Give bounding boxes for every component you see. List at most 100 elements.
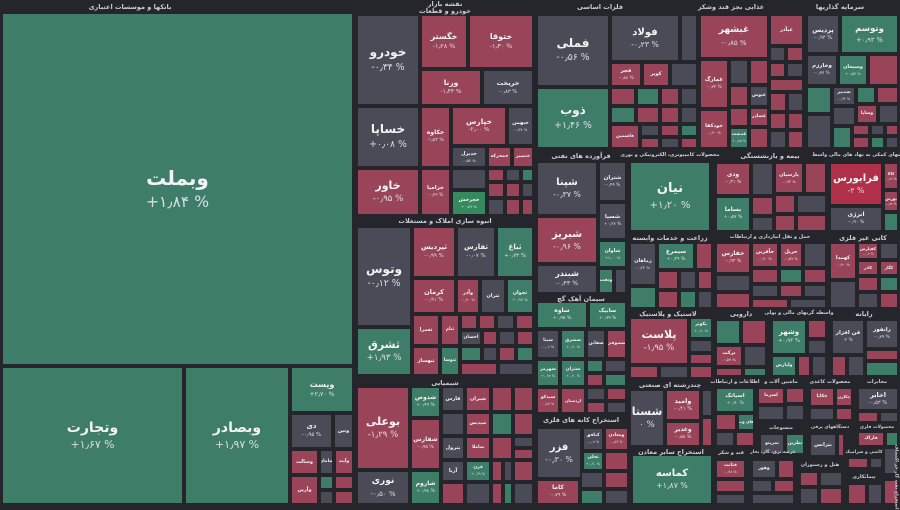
stock-tile-small[interactable]	[607, 402, 626, 413]
stock-tile-small[interactable]	[492, 387, 512, 411]
stock-tile-small[interactable]	[452, 169, 486, 189]
stock-tile-small[interactable]	[774, 480, 794, 492]
stock-tile-small[interactable]	[605, 472, 628, 488]
stock-tile-small[interactable]	[858, 277, 878, 291]
stock-tile-small[interactable]	[797, 215, 826, 231]
stock-tile-small[interactable]	[661, 125, 679, 136]
stock-tile-small[interactable]	[797, 195, 826, 213]
stock-tile[interactable]: خچرخش +۰٫۸۹ %	[452, 191, 486, 215]
stock-tile-small[interactable]	[702, 418, 712, 446]
stock-tile-small[interactable]	[770, 79, 803, 91]
stock-tile-small[interactable]	[869, 55, 898, 85]
stock-tile-small[interactable]	[516, 315, 533, 329]
stock-tile-small[interactable]	[752, 494, 794, 504]
stock-tile-small[interactable]	[812, 356, 826, 376]
stock-tile-small[interactable]	[770, 131, 786, 148]
stock-tile-small[interactable]	[848, 458, 868, 468]
stock-tile-small[interactable]	[506, 169, 520, 181]
stock-tile[interactable]: تجلی +۰٫۹۰ %	[583, 452, 603, 470]
stock-tile[interactable]: خدیزل -۰٫۵۷ %	[452, 147, 486, 167]
stock-tile-small[interactable]	[832, 356, 846, 376]
stock-tile-small[interactable]	[770, 113, 786, 129]
stock-tile[interactable]: کاذر	[858, 261, 878, 275]
stock-tile[interactable]: حریل -۰٫۵۹ %	[780, 243, 802, 267]
stock-tile-small[interactable]	[742, 320, 766, 344]
stock-tile[interactable]: وتوس -۰٫۱۲ %	[357, 227, 411, 326]
stock-tile-small[interactable]	[630, 287, 656, 308]
stock-tile-small[interactable]	[681, 138, 697, 148]
stock-tile[interactable]: حفارس -۰٫۹۳ %	[716, 243, 750, 273]
stock-tile[interactable]: خزامیا -۰٫۴۳ %	[421, 169, 450, 215]
stock-tile[interactable]: خگستر -۱٫۲۸ %	[421, 15, 467, 68]
stock-tile[interactable]: ثبهساز	[413, 347, 439, 375]
stock-tile[interactable]: کالا -۰٫۷۹ %	[884, 163, 898, 189]
stock-tile-small[interactable]	[661, 88, 679, 105]
stock-tile[interactable]: پکویر +۰٫۹۰ %	[690, 318, 712, 338]
stock-tile-small[interactable]	[752, 269, 778, 283]
stock-tile[interactable]: ثباغ +۰٫۷۳ %	[497, 227, 533, 277]
stock-tile[interactable]: ختوقا -۱٫۳۰ %	[469, 15, 533, 68]
stock-tile[interactable]: چکارن	[836, 388, 852, 406]
stock-tile-small[interactable]	[770, 93, 786, 111]
stock-tile[interactable]: ساوه +۰٫۹۵ %	[537, 302, 587, 328]
stock-tile-small[interactable]	[870, 458, 882, 468]
stock-tile-small[interactable]	[320, 476, 333, 489]
stock-tile-small[interactable]	[808, 340, 826, 354]
stock-tile-small[interactable]	[658, 271, 678, 289]
stock-tile[interactable]: ونفت	[599, 269, 613, 293]
stock-tile-small[interactable]	[808, 320, 826, 338]
stock-tile-small[interactable]	[320, 491, 333, 504]
stock-tile-small[interactable]	[786, 388, 804, 403]
stock-tile-small[interactable]	[479, 315, 495, 329]
stock-tile-small[interactable]	[752, 163, 773, 195]
stock-tile-small[interactable]	[605, 360, 626, 372]
stock-tile-small[interactable]	[830, 281, 856, 308]
stock-tile-small[interactable]	[522, 199, 533, 215]
stock-tile-small[interactable]	[716, 293, 750, 308]
stock-tile-small[interactable]	[488, 199, 504, 215]
stock-tile-small[interactable]	[788, 93, 803, 111]
stock-tile-small[interactable]	[335, 491, 353, 504]
stock-tile[interactable]: سیدکو -۰٫۷۷ %	[537, 388, 559, 413]
stock-tile[interactable]: انرژی -۰٫۹۰ %	[830, 207, 882, 231]
stock-tile-small[interactable]	[752, 197, 773, 215]
stock-tile-small[interactable]	[833, 107, 855, 125]
stock-tile-small[interactable]	[335, 476, 353, 489]
stock-tile-small[interactable]	[488, 183, 504, 197]
stock-tile-small[interactable]	[690, 340, 712, 352]
stock-tile-small[interactable]	[778, 460, 794, 478]
stock-tile[interactable]: غنوش	[750, 86, 768, 106]
stock-tile-small[interactable]	[696, 243, 712, 269]
stock-tile-small[interactable]	[788, 131, 803, 148]
stock-tile[interactable]: برکت -۰٫۵۹ %	[716, 346, 742, 366]
stock-tile[interactable]: ثتران	[481, 279, 505, 313]
stock-tile-small[interactable]	[775, 195, 795, 213]
stock-tile-small[interactable]	[716, 480, 745, 492]
stock-tile-small[interactable]	[702, 390, 712, 416]
stock-tile[interactable]: ورنا -۱٫۴۴ %	[421, 70, 481, 105]
stock-tile-small[interactable]	[661, 107, 679, 123]
stock-tile-small[interactable]	[790, 299, 826, 308]
stock-tile-small[interactable]	[798, 356, 810, 376]
stock-tile-small[interactable]	[504, 483, 512, 504]
stock-tile[interactable]: وتوسم +۰٫۹۳ %	[841, 15, 898, 53]
stock-tile-small[interactable]	[615, 269, 626, 293]
stock-tile-small[interactable]	[866, 350, 898, 360]
stock-tile[interactable]: غشاذر	[750, 108, 768, 126]
stock-tile[interactable]: قثابت -۰٫۹۸ %	[716, 460, 745, 478]
stock-tile-small[interactable]	[800, 472, 818, 486]
stock-tile[interactable]: سابیک +۰٫۷۹ %	[589, 302, 626, 328]
stock-tile-small[interactable]	[775, 215, 795, 231]
stock-tile[interactable]: سشرق +۰٫۹۰ %	[561, 330, 585, 358]
stock-tile-small[interactable]	[853, 137, 869, 148]
stock-tile[interactable]: فملی -۰٫۵۶ %	[537, 15, 609, 86]
stock-tile-small[interactable]	[716, 432, 734, 446]
stock-tile[interactable]: بساما +۰٫۵۷ %	[716, 197, 750, 231]
stock-tile[interactable]: کویر	[643, 63, 669, 86]
stock-tile[interactable]: خودرو -۰٫۳۴ %	[357, 15, 419, 105]
stock-tile-small[interactable]	[752, 217, 773, 231]
stock-tile-small[interactable]	[800, 488, 818, 504]
stock-tile-small[interactable]	[698, 271, 712, 289]
stock-tile-small[interactable]	[744, 368, 766, 376]
stock-tile-small[interactable]	[871, 137, 884, 148]
